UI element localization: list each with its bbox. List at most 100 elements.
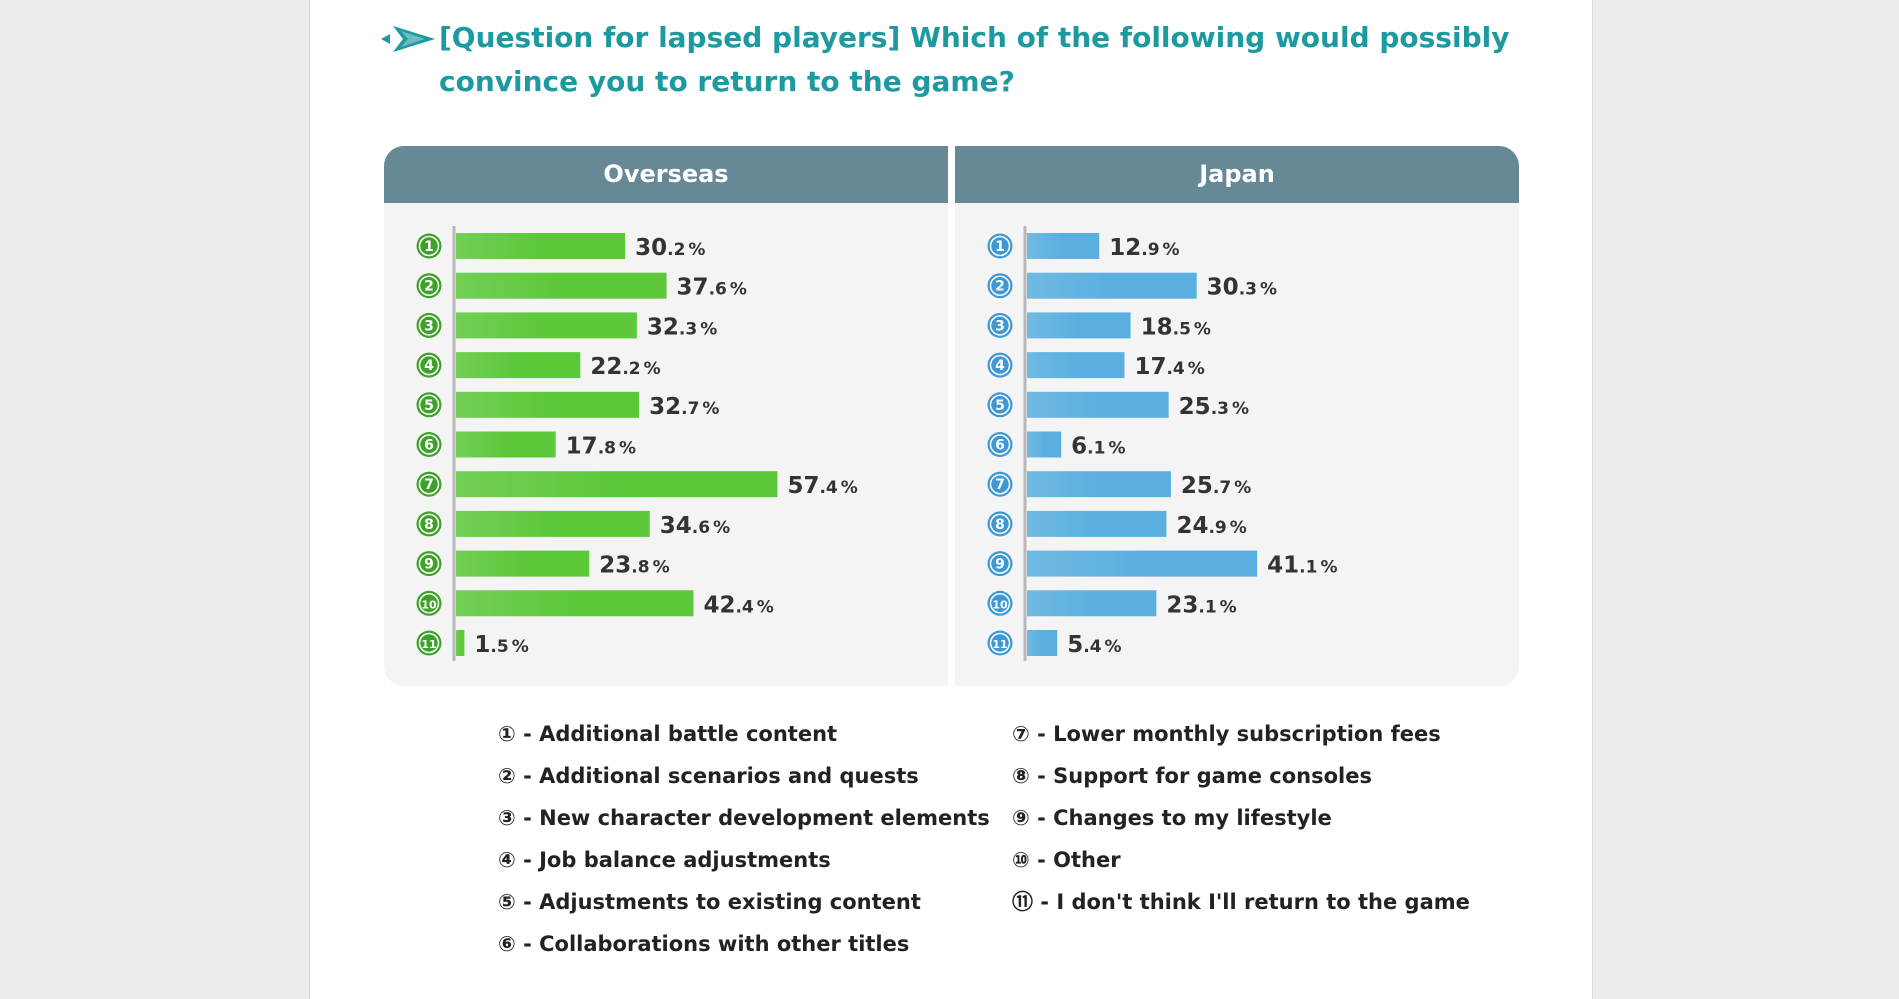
legend-item: ③ - New character development elements bbox=[498, 806, 990, 830]
japan-bar bbox=[1027, 630, 1058, 656]
japan-badge: 9 bbox=[987, 551, 1013, 577]
svg-text:7: 7 bbox=[424, 477, 434, 493]
japan-bar bbox=[1027, 233, 1100, 259]
japan-bar bbox=[1027, 391, 1169, 418]
overseas-bar bbox=[456, 233, 626, 259]
japan-badge: 10 bbox=[987, 590, 1013, 616]
svg-text:9: 9 bbox=[995, 557, 1005, 573]
japan-badge: 4 bbox=[987, 352, 1013, 378]
japan-value-label: 41.1% bbox=[1267, 553, 1337, 579]
japan-bar bbox=[1027, 471, 1171, 498]
svg-text:2: 2 bbox=[995, 279, 1005, 295]
overseas-bar bbox=[456, 312, 637, 339]
japan-bar bbox=[1027, 590, 1157, 617]
overseas-value-label: 34.6% bbox=[660, 513, 730, 539]
japan-header: Japan bbox=[955, 146, 1519, 203]
overseas-bar bbox=[456, 272, 667, 299]
japan-value-label: 30.3% bbox=[1207, 275, 1277, 301]
overseas-badge: 2 bbox=[416, 273, 442, 299]
arrow-icon bbox=[381, 26, 435, 52]
overseas-bar bbox=[456, 510, 650, 537]
japan-bar bbox=[1027, 510, 1167, 537]
overseas-value-label: 32.3% bbox=[647, 314, 717, 340]
legend-item: ⑪ - I don't think I'll return to the gam… bbox=[1012, 890, 1470, 914]
japan-badge: 2 bbox=[987, 273, 1013, 299]
svg-text:11: 11 bbox=[421, 638, 436, 651]
japan-badge: 7 bbox=[987, 471, 1013, 497]
overseas-header: Overseas bbox=[384, 146, 948, 203]
legend-item: ⑨ - Changes to my lifestyle bbox=[1012, 806, 1332, 830]
svg-text:11: 11 bbox=[992, 638, 1007, 651]
legend-item: ④ - Job balance adjustments bbox=[498, 848, 831, 872]
overseas-value-label: 1.5% bbox=[474, 632, 528, 658]
japan-bar-chart: 1 12.9 % 2 30.3 % 3 18.5 % 4 17.4 % 5 25.3 % 6 6.1 % 7 25.7… bbox=[987, 226, 1338, 661]
japan-bar bbox=[1027, 352, 1125, 379]
overseas-badge: 7 bbox=[416, 471, 442, 497]
japan-badge: 6 bbox=[987, 432, 1013, 457]
article-page: [Question for lapsed players] Which of t… bbox=[309, 0, 1593, 999]
japan-panel: Japan 1 12.9% 2 30.3% 3 18.5% 4 17.4% 5 25.3% 6 6.1… bbox=[955, 146, 1519, 686]
legend-item: ① - Additional battle content bbox=[498, 722, 838, 746]
japan-badge: 5 bbox=[987, 392, 1013, 418]
overseas-badge: 9 bbox=[416, 551, 442, 577]
japan-badge: 11 bbox=[987, 630, 1013, 656]
overseas-bar bbox=[456, 352, 581, 379]
overseas-value-label: 30.2% bbox=[635, 235, 705, 261]
overseas-badge: 6 bbox=[416, 432, 442, 457]
overseas-value-label: 22.2% bbox=[590, 354, 660, 380]
japan-badge: 3 bbox=[987, 312, 1013, 338]
japan-value-label: 6.1% bbox=[1071, 434, 1125, 460]
overseas-badge: 8 bbox=[416, 511, 442, 537]
svg-text:3: 3 bbox=[995, 318, 1005, 334]
legend-item: ⑦ - Lower monthly subscription fees bbox=[1012, 722, 1441, 746]
legend-column-1: ① - Additional battle content ② - Additi… bbox=[498, 720, 990, 972]
overseas-bar bbox=[456, 590, 694, 617]
svg-text:2: 2 bbox=[424, 279, 434, 295]
svg-text:1: 1 bbox=[424, 239, 434, 255]
overseas-value-label: 42.4% bbox=[703, 592, 773, 618]
legend-item: ⑥ - Collaborations with other titles bbox=[498, 932, 910, 956]
japan-badge: 1 bbox=[987, 233, 1013, 259]
svg-text:8: 8 bbox=[424, 517, 434, 533]
overseas-badge: 3 bbox=[416, 312, 442, 338]
japan-value-label: 5.4% bbox=[1067, 632, 1121, 658]
overseas-bar bbox=[456, 391, 640, 418]
overseas-value-label: 23.8% bbox=[599, 553, 669, 579]
overseas-bar bbox=[456, 550, 590, 577]
svg-text:8: 8 bbox=[995, 517, 1005, 533]
overseas-badge: 10 bbox=[416, 590, 442, 616]
page-title: [Question for lapsed players] Which of t… bbox=[439, 21, 1510, 98]
japan-bar bbox=[1027, 550, 1258, 577]
svg-text:5: 5 bbox=[995, 398, 1005, 414]
svg-text:6: 6 bbox=[995, 438, 1005, 454]
legend-column-2: ⑦ - Lower monthly subscription fees ⑧ - … bbox=[1012, 720, 1470, 930]
overseas-bar bbox=[456, 431, 556, 458]
japan-bar bbox=[1027, 312, 1131, 339]
japan-value-label: 17.4% bbox=[1134, 354, 1204, 380]
overseas-value-label: 17.8% bbox=[566, 434, 636, 460]
legend-item: ⑧ - Support for game consoles bbox=[1012, 764, 1372, 788]
japan-value-label: 25.7% bbox=[1181, 473, 1251, 499]
japan-bar bbox=[1027, 431, 1062, 458]
svg-text:3: 3 bbox=[424, 318, 434, 334]
overseas-bar-chart: 1 30.2 % 2 37.6 % 3 32.3 % 4 22.2 % 5 32.7 % 6 17.8 % 7 57.… bbox=[416, 226, 858, 661]
legend-item: ② - Additional scenarios and quests bbox=[498, 764, 919, 788]
overseas-badge: 1 bbox=[416, 233, 442, 259]
legend-item: ⑤ - Adjustments to existing content bbox=[498, 890, 921, 914]
japan-bar bbox=[1027, 272, 1197, 299]
svg-text:10: 10 bbox=[992, 598, 1008, 611]
overseas-value-label: 57.4% bbox=[787, 473, 857, 499]
svg-text:4: 4 bbox=[424, 358, 434, 374]
svg-text:9: 9 bbox=[424, 557, 434, 573]
svg-text:4: 4 bbox=[995, 358, 1005, 374]
overseas-value-label: 37.6% bbox=[677, 275, 747, 301]
overseas-badge: 5 bbox=[416, 392, 442, 418]
japan-value-label: 12.9% bbox=[1109, 235, 1179, 261]
japan-badge: 8 bbox=[987, 511, 1013, 537]
japan-value-label: 23.1% bbox=[1166, 592, 1236, 618]
legend-item: ⑩ - Other bbox=[1012, 848, 1121, 872]
overseas-badge: 4 bbox=[416, 352, 442, 378]
japan-value-label: 18.5% bbox=[1141, 314, 1211, 340]
svg-text:5: 5 bbox=[424, 398, 434, 414]
overseas-bar bbox=[456, 471, 778, 498]
